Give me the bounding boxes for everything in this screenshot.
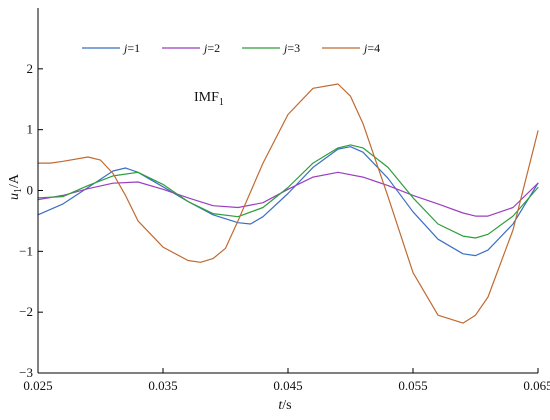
series-line-j3 <box>37 144 539 239</box>
tick-labels: 0.025 0.035 0.045 0.055 0.065 −3 −2 −1 0 1 2 <box>19 61 550 393</box>
plot-area <box>37 83 539 324</box>
legend-label-value: =2 <box>207 41 220 55</box>
legend-label: j=4 <box>362 41 380 55</box>
legend-label-variable: j <box>202 41 208 55</box>
y-tick-label: 0 <box>27 183 34 198</box>
x-tick-label: 0.045 <box>273 378 302 393</box>
annotation-main: IMF <box>194 90 219 105</box>
series-line-j4 <box>37 83 539 324</box>
y-tick-label: −2 <box>19 304 33 319</box>
legend-label: j=2 <box>202 41 220 55</box>
y-tick-label: 1 <box>27 122 34 137</box>
legend-label: j=1 <box>122 41 140 55</box>
axes <box>37 8 539 374</box>
y-tick-label: −3 <box>19 365 33 380</box>
chart-annotation: IMF1 <box>194 90 224 108</box>
legend-label-value: =1 <box>127 41 140 55</box>
legend-label-variable: j <box>282 41 288 55</box>
legend-label: j=3 <box>282 41 300 55</box>
legend-label-value: =3 <box>287 41 300 55</box>
legend-label-variable: j <box>362 41 368 55</box>
y-tick-label: 2 <box>27 61 34 76</box>
series-line-j1 <box>37 146 539 257</box>
x-tick-label: 0.055 <box>398 378 427 393</box>
legend-label-variable: j <box>122 41 128 55</box>
y-axis-variable: u <box>7 193 22 200</box>
x-axis-variable: t <box>278 398 283 413</box>
series-line-j2 <box>37 171 539 217</box>
x-axis-unit: /s <box>282 398 291 413</box>
y-tick-label: −1 <box>19 243 33 258</box>
y-axis-title: u1/A <box>7 173 24 200</box>
x-tick-label: 0.065 <box>523 378 550 393</box>
x-tick-label: 0.025 <box>23 378 52 393</box>
y-axis-unit: /A <box>7 173 22 188</box>
legend-label-value: =4 <box>367 41 380 55</box>
x-axis-title: t/s <box>278 398 291 413</box>
annotation-subscript: 1 <box>219 97 224 108</box>
x-tick-label: 0.035 <box>148 378 177 393</box>
legend: j=1 j=2 j=3 j=4 <box>82 41 380 55</box>
y-axis-subscript: 1 <box>13 188 24 193</box>
